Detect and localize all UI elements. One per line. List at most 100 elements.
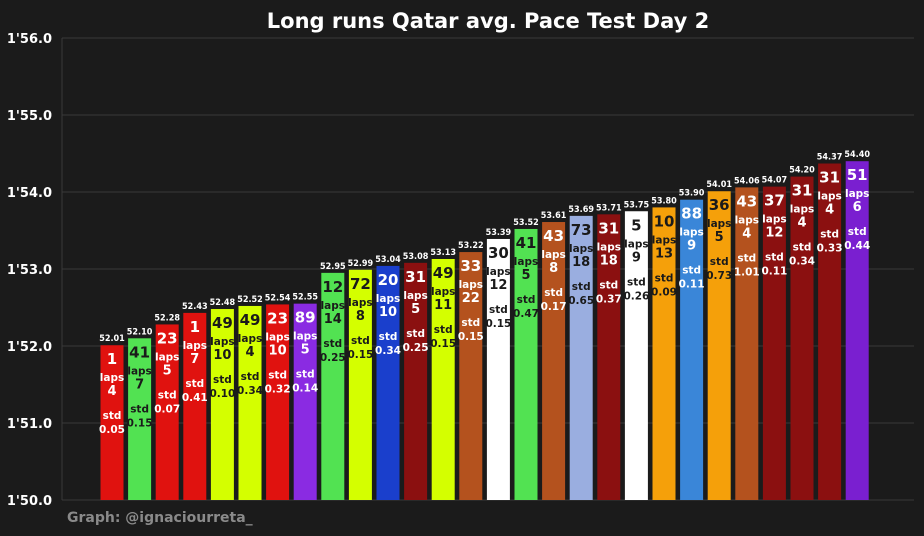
bar <box>155 324 179 500</box>
std-value: 0.34 <box>375 345 401 357</box>
bar <box>845 161 869 500</box>
laps-value: 4 <box>825 203 834 218</box>
laps-label: laps <box>817 191 841 203</box>
std-label: std <box>461 317 480 329</box>
std-label: std <box>599 279 618 291</box>
y-tick-label: 1'52.0 <box>7 340 52 355</box>
bar <box>376 265 400 500</box>
std-value: 1.01 <box>734 266 760 278</box>
bar-value-label: 52.99 <box>348 259 374 269</box>
bar-value-label: 53.13 <box>430 248 456 258</box>
std-value: 0.34 <box>237 385 263 397</box>
std-value: 0.34 <box>789 256 815 268</box>
bar-value-label: 54.20 <box>789 166 815 176</box>
driver-number: 49 <box>433 264 454 282</box>
driver-number: 31 <box>819 169 840 187</box>
bar <box>569 215 593 500</box>
std-label: std <box>820 229 839 241</box>
std-value: 0.25 <box>320 352 346 364</box>
laps-value: 9 <box>687 239 696 254</box>
driver-number: 31 <box>405 268 426 286</box>
bar <box>293 303 317 500</box>
std-label: std <box>130 403 149 415</box>
std-value: 0.11 <box>761 266 787 278</box>
laps-value: 4 <box>797 216 806 231</box>
std-label: std <box>710 256 729 268</box>
std-label: std <box>185 378 204 390</box>
laps-value: 4 <box>742 226 751 241</box>
driver-number: 88 <box>681 205 702 223</box>
laps-value: 7 <box>135 377 144 392</box>
bar-value-label: 54.07 <box>762 176 788 186</box>
laps-label: laps <box>265 331 289 343</box>
laps-label: laps <box>514 256 538 268</box>
std-value: 0.47 <box>513 308 539 320</box>
laps-value: 5 <box>411 302 420 317</box>
std-label: std <box>213 374 232 386</box>
bar <box>238 305 262 500</box>
std-value: 0.41 <box>182 392 208 404</box>
laps-value: 9 <box>632 250 641 265</box>
bar <box>680 199 704 500</box>
laps-value: 5 <box>163 363 172 378</box>
bar-value-label: 53.39 <box>486 228 512 238</box>
bar <box>210 309 234 500</box>
std-value: 0.11 <box>679 279 705 291</box>
driver-number: 43 <box>543 227 564 245</box>
graph-credit: Graph: @ignaciourreta_ <box>67 510 253 526</box>
std-label: std <box>765 252 784 264</box>
bar <box>128 338 152 500</box>
laps-label: laps <box>348 297 372 309</box>
laps-value: 12 <box>765 226 783 241</box>
std-value: 0.25 <box>403 342 429 354</box>
std-label: std <box>351 335 370 347</box>
bar-value-label: 54.40 <box>844 150 870 160</box>
driver-number: 5 <box>631 216 641 234</box>
laps-value: 12 <box>489 278 507 293</box>
std-value: 0.44 <box>844 240 870 252</box>
std-label: std <box>434 324 453 336</box>
bar <box>790 176 814 500</box>
std-value: 0.05 <box>99 424 125 436</box>
laps-label: laps <box>376 293 400 305</box>
bar <box>348 269 372 500</box>
laps-label: laps <box>127 365 151 377</box>
laps-value: 4 <box>245 345 254 360</box>
std-label: std <box>296 369 315 381</box>
std-value: 0.32 <box>265 383 291 395</box>
std-value: 0.15 <box>430 338 456 350</box>
laps-label: laps <box>541 249 565 261</box>
driver-number: 31 <box>598 219 619 237</box>
std-value: 0.15 <box>347 349 373 361</box>
bar-value-label: 52.52 <box>237 295 263 305</box>
bar-value-label: 54.01 <box>706 180 732 190</box>
driver-number: 41 <box>129 343 150 361</box>
bar <box>597 214 621 500</box>
y-tick-label: 1'51.0 <box>7 417 52 432</box>
bar <box>818 163 842 500</box>
bar-value-label: 53.04 <box>375 255 401 265</box>
driver-number: 10 <box>654 212 675 230</box>
std-value: 0.17 <box>541 301 567 313</box>
std-label: std <box>379 331 398 343</box>
driver-number: 37 <box>764 192 785 210</box>
bar <box>652 207 676 500</box>
std-label: std <box>241 371 260 383</box>
bar <box>762 186 786 501</box>
driver-number: 41 <box>516 234 537 252</box>
std-label: std <box>406 328 425 340</box>
bar-value-label: 53.75 <box>624 200 650 210</box>
laps-label: laps <box>735 214 759 226</box>
laps-value: 10 <box>379 305 397 320</box>
